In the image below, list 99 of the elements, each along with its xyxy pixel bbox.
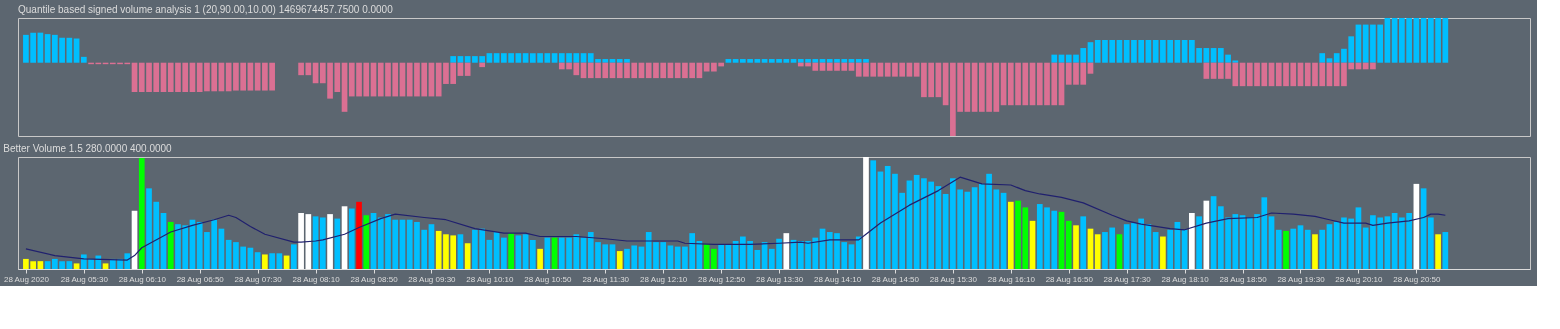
bar: [783, 233, 790, 269]
x-tick-label: 28 Aug 19:30: [1277, 274, 1326, 284]
bar: [725, 59, 732, 63]
bar: [1203, 48, 1210, 63]
bar: [544, 237, 551, 269]
bar: [479, 62, 485, 68]
x-tick-label: 28 Aug 08:50: [350, 274, 399, 284]
x-tick-label: 28 Aug 15:30: [929, 274, 978, 284]
bar: [291, 244, 297, 269]
bar: [464, 243, 471, 269]
bar: [522, 53, 529, 63]
bar: [1167, 229, 1173, 269]
bar: [508, 233, 514, 269]
bar: [356, 201, 362, 269]
x-tick-label: 28 Aug 10:50: [524, 274, 572, 284]
bar: [855, 236, 862, 269]
bar: [790, 59, 797, 63]
x-tick-label: 28 Aug 09:30: [408, 274, 457, 284]
bar: [515, 53, 522, 63]
x-tick-label: 28 Aug 12:50: [698, 274, 746, 284]
bar: [819, 59, 826, 63]
chart-title: Better Volume 1.5 280.0000 400.0000: [3, 143, 173, 154]
x-tick-label: 28 Aug 16:50: [1045, 274, 1094, 284]
bar: [1196, 216, 1202, 269]
bar: [319, 217, 326, 269]
bar: [863, 157, 869, 269]
x-tick-label: 28 Aug 08:10: [292, 274, 341, 284]
bar: [848, 59, 855, 63]
bar: [1319, 229, 1326, 269]
bar: [327, 214, 333, 269]
bar: [1304, 229, 1311, 269]
bar: [1007, 201, 1014, 269]
bar: [1326, 58, 1333, 63]
bar: [537, 248, 543, 269]
bar: [80, 56, 87, 63]
x-tick-label: 28 Aug 12:10: [640, 274, 688, 284]
x-tick-label: 28 Aug 06:50: [176, 274, 225, 284]
bar: [1319, 53, 1326, 63]
bar: [1290, 228, 1297, 269]
x-tick-label: 28 Aug 06:10: [118, 274, 167, 284]
x-tick-label: 28 Aug 16:10: [987, 274, 1036, 284]
x-tick-label: 28 Aug 18:10: [1161, 274, 1210, 284]
x-tick-label: 28 Aug 2020: [3, 274, 50, 284]
x-tick-label: 28 Aug 07:30: [234, 274, 283, 284]
x-tick-label: 28 Aug 20:50: [1393, 274, 1441, 284]
bar: [1080, 216, 1087, 269]
bar: [450, 56, 457, 63]
x-tick-label: 28 Aug 14:50: [871, 274, 920, 284]
bar: [1283, 230, 1289, 269]
x-tick-label: 28 Aug 14:10: [813, 274, 862, 284]
bar: [616, 251, 623, 269]
bar: [609, 59, 616, 63]
bar: [464, 62, 471, 76]
x-tick-label: 28 Aug 18:50: [1219, 274, 1268, 284]
bar: [1210, 48, 1217, 63]
bar: [276, 253, 283, 269]
bar: [1275, 229, 1282, 269]
bar: [1435, 234, 1441, 269]
bar: [551, 53, 558, 63]
bar: [262, 254, 268, 269]
bar: [138, 158, 145, 269]
bar: [363, 215, 370, 269]
bar: [718, 244, 724, 269]
x-tick-label: 28 Aug 17:30: [1103, 274, 1152, 284]
bar: [870, 160, 877, 269]
bar: [269, 253, 275, 269]
bar: [73, 263, 80, 269]
x-tick-label: 28 Aug 11:30: [582, 274, 630, 284]
bar: [1073, 225, 1079, 269]
bar: [1094, 234, 1101, 269]
bar: [667, 245, 674, 269]
bar: [102, 263, 109, 269]
bar: [1442, 232, 1449, 269]
bar: [530, 239, 536, 269]
bar: [334, 218, 341, 269]
bar: [457, 56, 464, 63]
bar: [1189, 213, 1195, 269]
bar: [1087, 42, 1094, 63]
x-tick-label: 28 Aug 13:30: [755, 274, 804, 284]
bar: [732, 59, 739, 63]
bar: [1312, 234, 1318, 269]
bar: [167, 221, 174, 269]
bar: [711, 248, 717, 269]
bar: [761, 59, 768, 63]
bar: [754, 59, 761, 63]
bar: [1051, 54, 1058, 63]
bar: [501, 237, 507, 269]
bar: [580, 53, 587, 63]
bar: [348, 208, 355, 269]
bar: [1428, 217, 1434, 269]
bar: [493, 53, 500, 63]
bar: [703, 62, 710, 72]
chart-title: Quantile based signed volume analysis 1 (20,90.00,10.00) 1469674457.7500 0.0000: [18, 4, 394, 15]
x-tick-label: 28 Aug 05:30: [60, 274, 109, 284]
x-tick-label: 28 Aug 10:10: [466, 274, 515, 284]
bar: [1160, 236, 1166, 269]
bar: [1065, 220, 1072, 269]
x-tick-label: 28 Aug 20:10: [1335, 274, 1384, 284]
bar: [486, 53, 493, 63]
